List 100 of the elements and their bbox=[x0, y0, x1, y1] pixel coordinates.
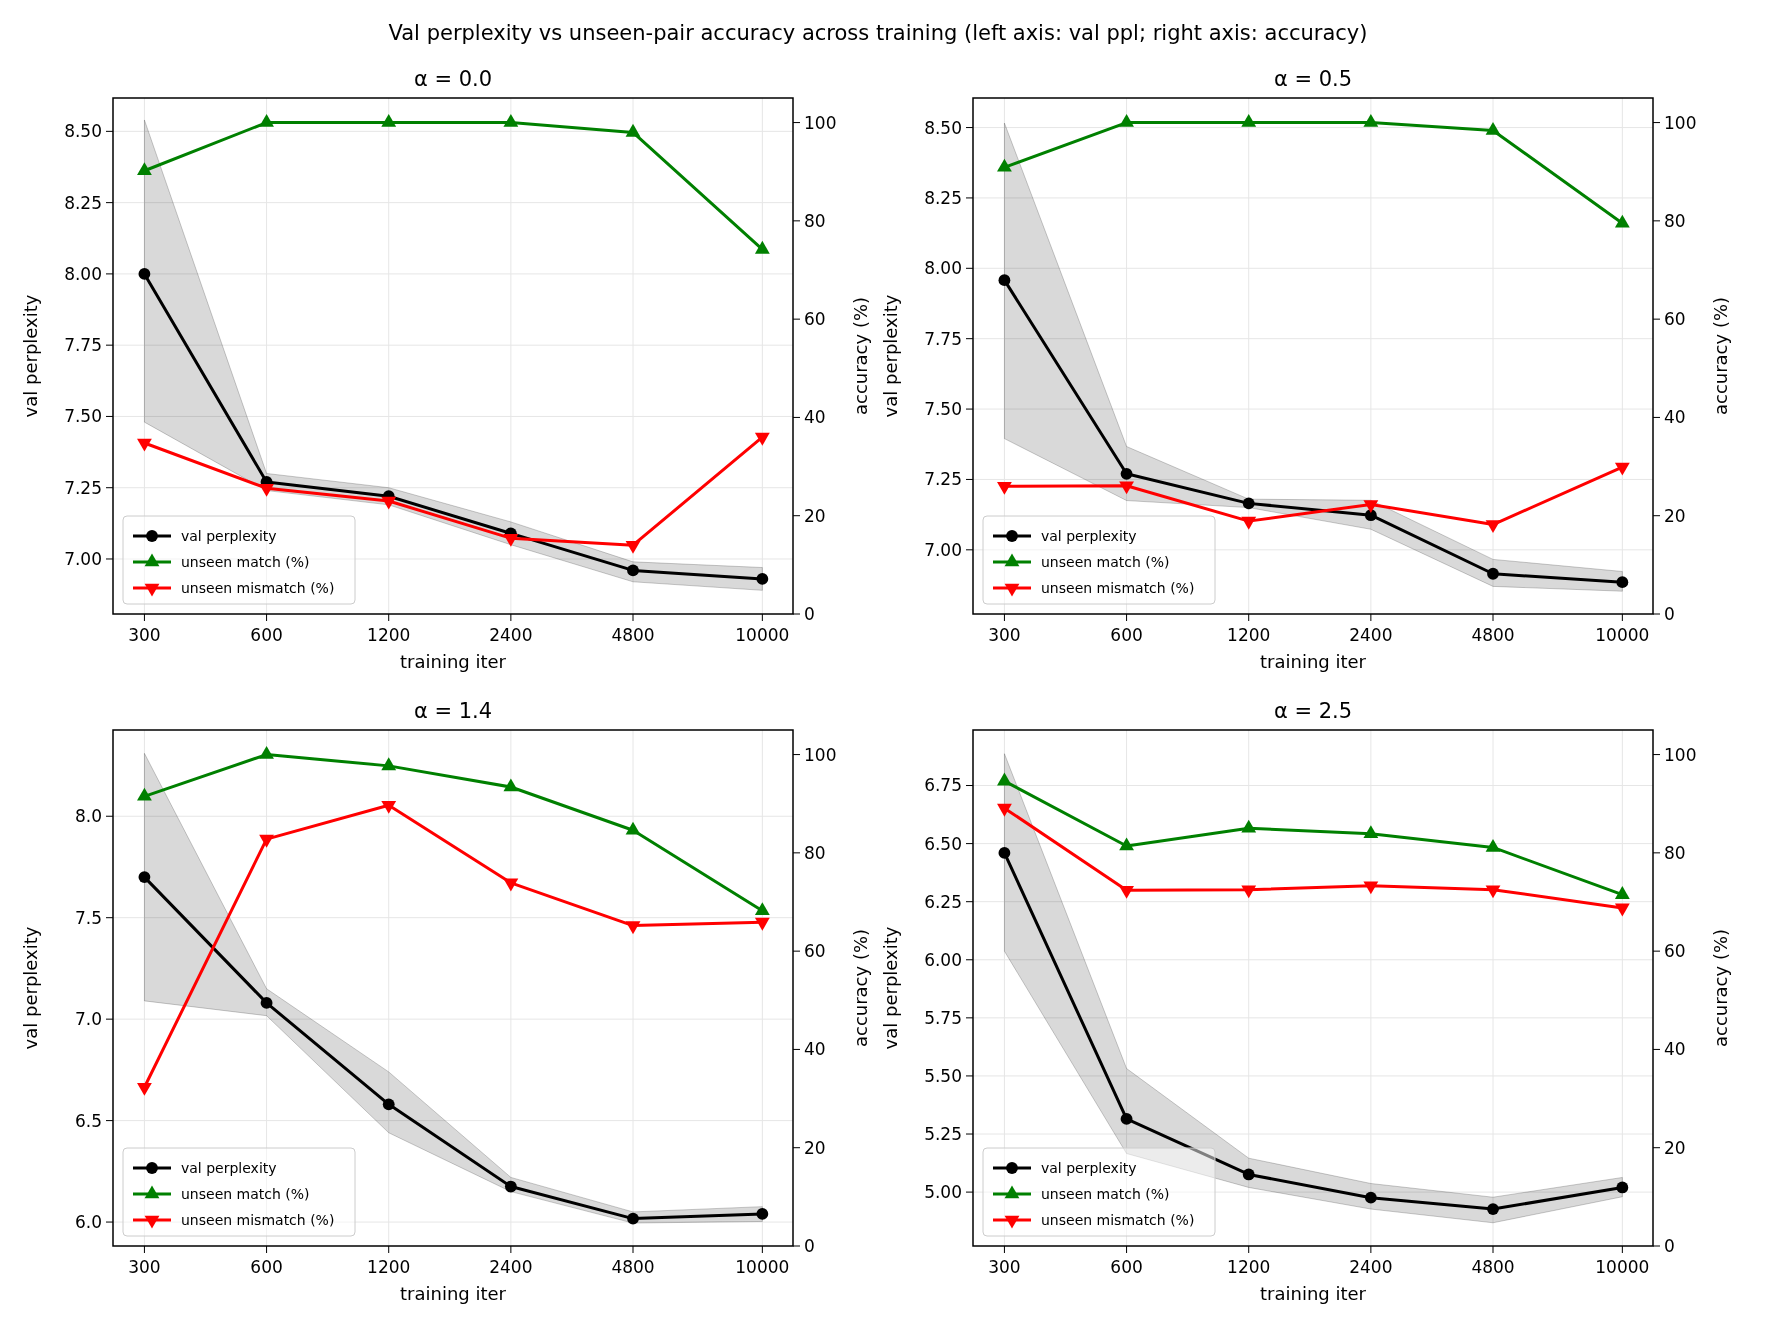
chart-title: α = 0.0 bbox=[413, 67, 493, 91]
point bbox=[1485, 520, 1501, 534]
legend-label: val perplexity bbox=[1041, 527, 1137, 544]
y2-tick-label: 80 bbox=[804, 210, 826, 231]
point bbox=[1364, 509, 1377, 522]
y-tick-label: 6.00 bbox=[924, 949, 962, 970]
y-tick-label: 5.00 bbox=[924, 1182, 962, 1203]
point bbox=[1119, 114, 1134, 127]
y-tick-label: 7.25 bbox=[924, 469, 962, 490]
x-tick-label: 1200 bbox=[367, 625, 411, 645]
chart-title: α = 0.5 bbox=[1273, 67, 1353, 91]
y-tick-label: 7.00 bbox=[64, 548, 102, 569]
point bbox=[1363, 114, 1379, 127]
y2-tick-label: 60 bbox=[804, 309, 826, 330]
point bbox=[1364, 1191, 1377, 1204]
x-tick-label: 300 bbox=[128, 1257, 161, 1277]
legend-label: unseen match (%) bbox=[181, 1185, 310, 1202]
legend-label: unseen mismatch (%) bbox=[1041, 579, 1195, 596]
point bbox=[998, 274, 1011, 287]
x-tick-label: 1200 bbox=[1227, 625, 1271, 645]
x-tick-label: 2400 bbox=[489, 1257, 533, 1277]
chart-title: α = 2.5 bbox=[1273, 699, 1353, 723]
point bbox=[627, 1212, 639, 1225]
y2-tick-label: 100 bbox=[804, 112, 837, 133]
point bbox=[137, 438, 152, 452]
y-tick-label: 8.00 bbox=[64, 263, 102, 284]
point bbox=[998, 847, 1011, 859]
legend-label: unseen match (%) bbox=[1041, 1185, 1170, 1202]
x-tick-label: 2400 bbox=[1349, 1257, 1393, 1277]
point bbox=[382, 1098, 395, 1111]
y-tick-label: 8.25 bbox=[924, 187, 962, 208]
y-tick-label: 8.50 bbox=[924, 117, 962, 138]
y2-tick-label: 100 bbox=[1664, 112, 1697, 133]
y-tick-label: 7.5 bbox=[74, 907, 102, 928]
point bbox=[627, 564, 639, 577]
x-tick-label: 4800 bbox=[611, 625, 655, 645]
x-tick-label: 10000 bbox=[735, 1257, 790, 1277]
x-axis-title: training iter bbox=[1260, 1283, 1367, 1304]
legend-label: val perplexity bbox=[1041, 1159, 1137, 1176]
y2-axis-title: accuracy (%) bbox=[850, 296, 871, 416]
y-tick-label: 8.0 bbox=[74, 806, 102, 827]
legend-label: val perplexity bbox=[181, 1159, 277, 1176]
point bbox=[1241, 516, 1257, 530]
x-tick-label: 10000 bbox=[735, 625, 790, 645]
y2-tick-label: 20 bbox=[1664, 1137, 1686, 1158]
y2-tick-label: 0 bbox=[804, 603, 815, 624]
x-tick-label: 300 bbox=[988, 1257, 1021, 1277]
y2-tick-label: 0 bbox=[1664, 603, 1675, 624]
y2-tick-label: 40 bbox=[1664, 407, 1686, 428]
y2-tick-label: 20 bbox=[1664, 505, 1686, 526]
y-tick-label: 5.25 bbox=[924, 1123, 962, 1144]
y-tick-label: 6.75 bbox=[924, 775, 962, 796]
x-tick-label: 600 bbox=[250, 625, 283, 645]
point bbox=[138, 267, 151, 280]
chart-title: α = 1.4 bbox=[413, 699, 493, 723]
x-tick-label: 4800 bbox=[1471, 1257, 1515, 1277]
y-tick-label: 5.75 bbox=[924, 1007, 962, 1028]
point bbox=[997, 481, 1012, 495]
legend-label: unseen mismatch (%) bbox=[181, 1211, 335, 1228]
y-axis-title: val perplexity bbox=[880, 294, 901, 418]
y2-axis-title: accuracy (%) bbox=[1710, 928, 1731, 1048]
y2-axis-title: accuracy (%) bbox=[850, 928, 871, 1048]
legend-label: unseen match (%) bbox=[1041, 553, 1170, 570]
point bbox=[259, 114, 274, 127]
y-tick-label: 7.0 bbox=[74, 1009, 102, 1030]
y-tick-label: 6.25 bbox=[924, 891, 962, 912]
point bbox=[1363, 500, 1379, 513]
y2-tick-label: 100 bbox=[1664, 744, 1697, 765]
point bbox=[503, 114, 519, 127]
point bbox=[625, 540, 641, 554]
point bbox=[1242, 1168, 1255, 1181]
y2-tick-label: 60 bbox=[1664, 941, 1686, 962]
x-tick-label: 2400 bbox=[489, 625, 533, 645]
x-tick-label: 300 bbox=[128, 625, 161, 645]
point bbox=[1485, 121, 1501, 135]
y2-tick-label: 20 bbox=[804, 1137, 826, 1158]
y-tick-label: 7.75 bbox=[924, 328, 962, 349]
y-tick-label: 7.00 bbox=[924, 539, 962, 560]
point bbox=[997, 158, 1012, 172]
y2-tick-label: 80 bbox=[1664, 210, 1686, 231]
x-tick-label: 4800 bbox=[611, 1257, 655, 1277]
y-tick-label: 7.25 bbox=[64, 477, 102, 498]
y2-tick-label: 40 bbox=[1664, 1039, 1686, 1060]
y-axis-title: val perplexity bbox=[880, 926, 901, 1050]
point bbox=[1487, 1203, 1499, 1215]
x-tick-label: 4800 bbox=[1471, 625, 1515, 645]
y-tick-label: 6.5 bbox=[74, 1110, 102, 1131]
y-axis-title: val perplexity bbox=[20, 294, 41, 418]
point bbox=[1241, 114, 1257, 127]
y-tick-label: 7.50 bbox=[924, 399, 962, 420]
x-axis-title: training iter bbox=[400, 1283, 507, 1304]
point bbox=[259, 483, 274, 497]
x-tick-label: 300 bbox=[988, 625, 1021, 645]
y2-tick-label: 40 bbox=[804, 407, 826, 428]
legend-label: unseen mismatch (%) bbox=[1041, 1211, 1195, 1228]
y2-tick-label: 80 bbox=[1664, 842, 1686, 863]
point bbox=[1120, 1113, 1133, 1125]
x-tick-label: 1200 bbox=[367, 1257, 411, 1277]
y-axis-title: val perplexity bbox=[20, 926, 41, 1050]
y2-tick-label: 60 bbox=[804, 941, 826, 962]
